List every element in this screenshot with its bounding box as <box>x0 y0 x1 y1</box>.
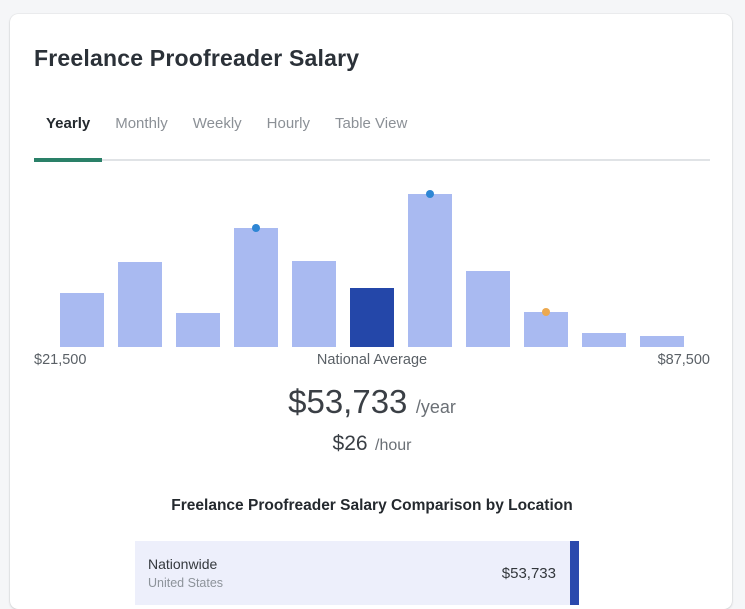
tab-yearly[interactable]: Yearly <box>34 114 103 162</box>
salary-widget-card: Freelance Proofreader Salary Yearly Mont… <box>10 14 732 609</box>
bar-salary-bin[interactable] <box>292 261 336 347</box>
tab-table-view[interactable]: Table View <box>335 115 408 132</box>
comparison-section-heading: Freelance Proofreader Salary Comparison … <box>171 497 573 514</box>
bar-national-average[interactable] <box>350 287 394 347</box>
yearly-amount: $53,733 <box>288 383 408 420</box>
axis-min-label: $21,500 <box>34 352 87 368</box>
comparison-value: $53,733 <box>501 564 556 582</box>
bar-salary-bin[interactable] <box>60 293 104 347</box>
salary-yearly-figure: $53,733 /year <box>34 383 710 428</box>
blue-percentile-dot-icon <box>426 190 434 198</box>
bar-salary-bin[interactable] <box>234 223 278 347</box>
bar-salary-bin[interactable] <box>466 270 510 347</box>
hourly-amount: $26 <box>332 432 368 455</box>
salary-distribution-chart <box>34 190 710 347</box>
salary-hourly-figure: $26 /hour <box>34 431 710 459</box>
page-title: Freelance Proofreader Salary <box>34 45 360 71</box>
yearly-suffix: /year <box>415 397 456 417</box>
orange-percentile-dot-icon <box>542 307 550 316</box>
comparison-row-labels: Nationwide United States <box>148 556 502 591</box>
comparison-row-nationwide[interactable]: Nationwide United States $53,733 <box>135 541 579 605</box>
tab-monthly[interactable]: Monthly <box>115 115 168 132</box>
hourly-suffix: /hour <box>375 437 412 454</box>
blue-percentile-dot-icon <box>252 223 260 232</box>
comparison-region: United States <box>148 575 224 590</box>
tab-weekly[interactable]: Weekly <box>192 115 242 132</box>
bar-salary-bin[interactable] <box>408 190 452 347</box>
tab-hourly[interactable]: Hourly <box>266 115 311 132</box>
bar-salary-bin[interactable] <box>582 332 626 347</box>
axis-national-average-label: National Average <box>316 352 428 368</box>
comparison-bar-marker <box>570 541 579 605</box>
axis-max-label: $87,500 <box>657 352 710 368</box>
chart-axis-labels: $21,500 National Average $87,500 <box>34 352 710 369</box>
bar-salary-bin[interactable] <box>524 307 568 347</box>
tab-bar: Yearly Monthly Weekly Hourly Table View <box>34 114 710 162</box>
bar-salary-bin[interactable] <box>176 313 220 347</box>
bar-salary-bin[interactable] <box>118 261 162 347</box>
bar-salary-bin[interactable] <box>640 335 684 347</box>
comparison-location: Nationwide <box>148 555 218 572</box>
